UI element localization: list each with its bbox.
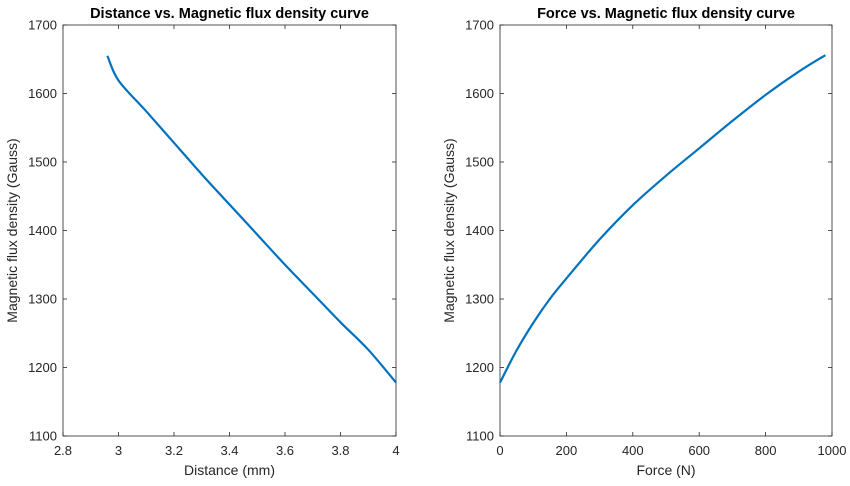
x-tick-label: 4 [392, 443, 399, 458]
y-tick-label: 1400 [28, 223, 57, 238]
x-tick-label: 3.4 [220, 443, 238, 458]
x-tick-label: 400 [622, 443, 644, 458]
y-tick-label: 1700 [465, 18, 494, 33]
y-tick-label: 1200 [465, 360, 494, 375]
series-line-1 [499, 54, 826, 384]
y-axis-label: Magnetic flux density (Gauss) [4, 138, 20, 322]
plot-area-frame [499, 24, 833, 437]
y-tick-label: 1100 [29, 429, 57, 444]
y-tick-label: 1500 [28, 155, 57, 170]
x-tick-label: 800 [755, 443, 777, 458]
chart-panel-2: 0 200 400 600 800 1000 1100 1200 1300 1400 1500 160… [441, 6, 846, 478]
chart-title: Distance vs. Magnetic flux density curve [90, 6, 369, 22]
x-axis-label: Distance (mm) [184, 462, 275, 478]
y-tick-label: 1600 [28, 86, 57, 101]
x-tick-label: 3.2 [165, 443, 183, 458]
y-tick-label: 1600 [465, 86, 494, 101]
y-axis-label: Magnetic flux density (Gauss) [441, 138, 457, 322]
chart-panel-1: 2.8 3 3.2 3.4 3.6 3.8 4 1100 1200 1300 1400 1500 160… [4, 6, 400, 478]
series-line-1 [106, 55, 397, 384]
x-tick-label: 200 [556, 443, 578, 458]
x-tick-label: 3.6 [276, 443, 294, 458]
x-axis-label: Force (N) [636, 462, 695, 478]
x-tick-label: 600 [688, 443, 710, 458]
y-tick-label: 1100 [466, 429, 494, 444]
y-tick-label: 1300 [28, 292, 57, 307]
x-tick-label: 3 [115, 443, 122, 458]
plot-area-frame [62, 24, 397, 437]
y-tick-label: 1200 [28, 360, 57, 375]
y-tick-label: 1700 [28, 18, 57, 33]
x-tick-label: 3.8 [331, 443, 349, 458]
x-tick-label: 1000 [818, 443, 847, 458]
y-tick-label: 1400 [465, 223, 494, 238]
y-tick-label: 1500 [465, 155, 494, 170]
x-tick-label: 2.8 [54, 443, 72, 458]
chart-title: Force vs. Magnetic flux density curve [537, 6, 795, 22]
y-tick-label: 1300 [465, 292, 494, 307]
x-tick-label: 0 [496, 443, 503, 458]
